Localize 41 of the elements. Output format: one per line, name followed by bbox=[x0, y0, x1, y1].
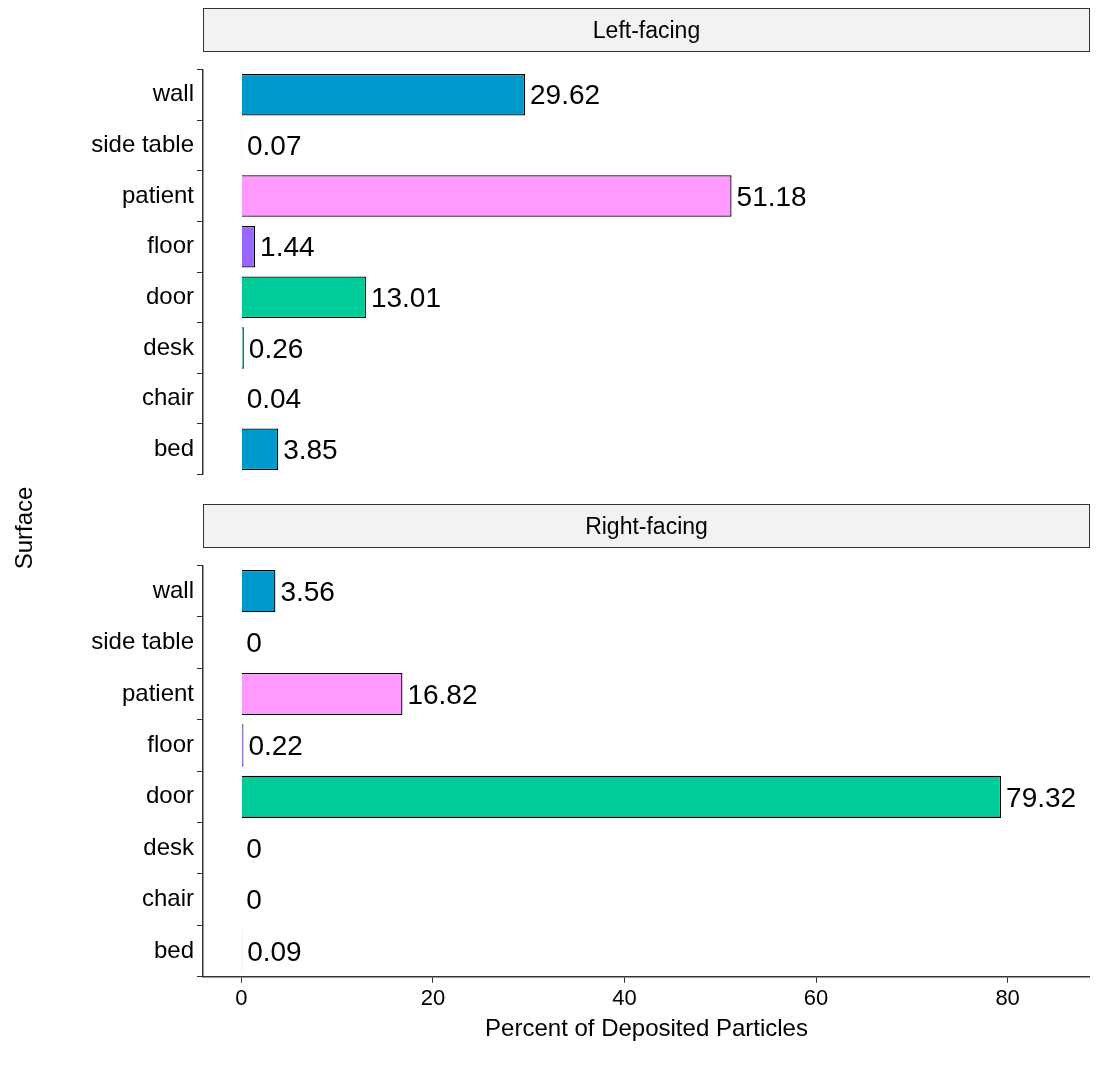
x-tick-label: 20 bbox=[420, 985, 446, 1011]
data-label: 0.04 bbox=[246, 383, 302, 415]
x-tick-label: 0 bbox=[235, 985, 248, 1011]
data-label: 0 bbox=[246, 627, 262, 659]
y-tick-label: side table bbox=[91, 130, 194, 157]
data-label: 0 bbox=[246, 832, 262, 864]
data-label: 0.26 bbox=[248, 332, 304, 364]
y-tick-label: door bbox=[145, 781, 194, 809]
data-label: 51.18 bbox=[736, 180, 807, 212]
data-label: 1.44 bbox=[260, 231, 315, 263]
y-axis-title: Surface bbox=[10, 486, 38, 570]
y-tick-label: patient bbox=[121, 180, 195, 208]
y-tick-label: side table bbox=[91, 627, 194, 655]
y-tick-label: desk bbox=[143, 832, 195, 860]
y-tick-label: chair bbox=[141, 383, 194, 411]
y-tick-label: patient bbox=[121, 678, 195, 706]
x-tick-label: 80 bbox=[995, 985, 1020, 1011]
y-tick-label: wall bbox=[151, 575, 194, 603]
y-tick-label: chair bbox=[141, 884, 194, 912]
data-label: 29.62 bbox=[530, 79, 601, 111]
data-label: 0.09 bbox=[247, 935, 302, 967]
y-tick-label: wall bbox=[151, 79, 194, 107]
y-tick-label: door bbox=[145, 281, 194, 309]
data-label: 16.82 bbox=[407, 678, 478, 710]
x-tick-label: 40 bbox=[612, 985, 637, 1011]
data-label: 3.56 bbox=[280, 575, 335, 607]
data-label: 3.85 bbox=[283, 433, 338, 465]
y-tick-label: floor bbox=[147, 231, 195, 259]
data-label: 0.22 bbox=[248, 730, 303, 762]
data-label: 79.32 bbox=[1006, 781, 1077, 813]
y-tick-label: bed bbox=[153, 433, 194, 461]
chart-title: Left-facing bbox=[203, 8, 1090, 52]
data-label: 0.07 bbox=[246, 130, 302, 162]
data-label: 0 bbox=[246, 884, 262, 916]
chart-title: Right-facing bbox=[203, 504, 1090, 548]
data-label: 13.01 bbox=[370, 282, 442, 314]
y-tick-label: floor bbox=[147, 730, 195, 758]
y-tick-label: desk bbox=[143, 332, 195, 360]
y-tick-label: bed bbox=[153, 935, 194, 963]
x-axis-title: Percent of Deposited Particles bbox=[485, 1014, 808, 1042]
x-tick-label: 60 bbox=[803, 985, 829, 1011]
